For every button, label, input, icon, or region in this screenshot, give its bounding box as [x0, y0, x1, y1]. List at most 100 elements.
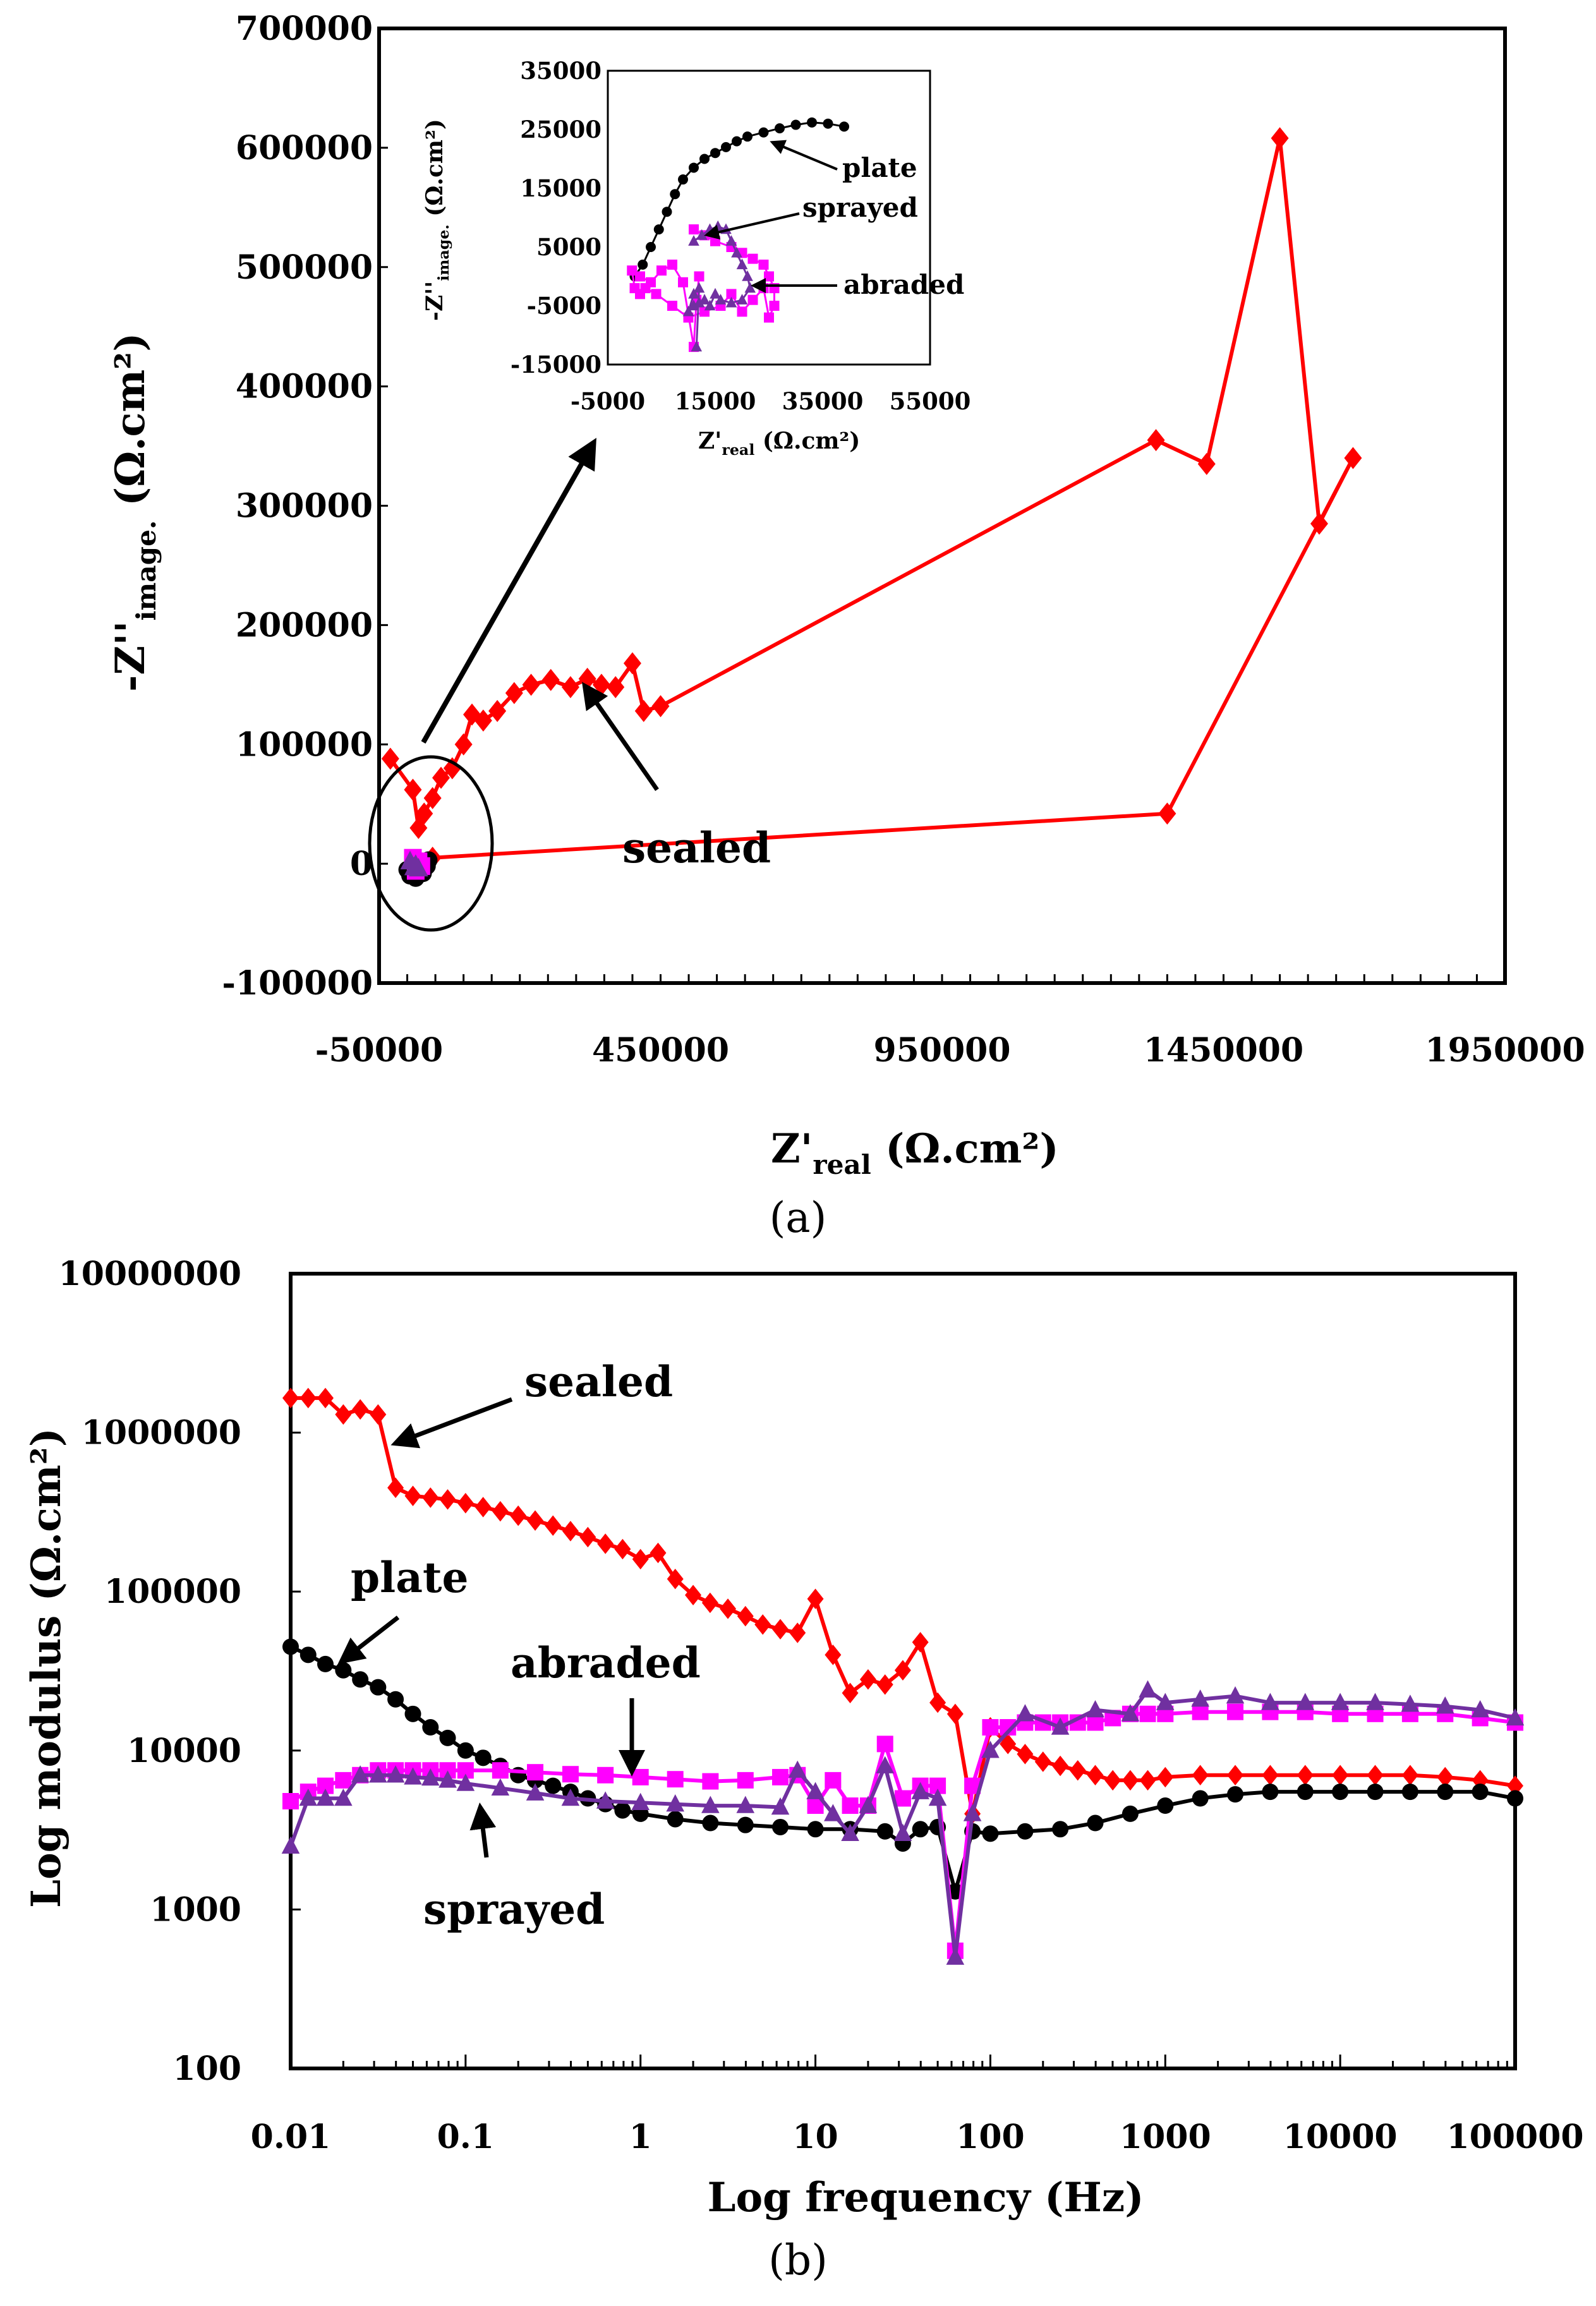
data-point-plate: [1472, 1784, 1489, 1801]
data-point-sealed: [282, 1387, 299, 1409]
data-point-sealed: [825, 1645, 842, 1665]
data-point-abraded: [1086, 1699, 1104, 1718]
panel-label-a: (a): [770, 1193, 827, 1242]
data-point-sealed: [404, 1485, 421, 1506]
data-point-abraded: [1296, 1693, 1315, 1710]
data-point-sealed: [541, 668, 560, 691]
data-point-abraded: [824, 1804, 842, 1821]
y-tick-label: 100000: [104, 1573, 241, 1611]
data-point-abraded: [1401, 1694, 1420, 1712]
data-point-sealed: [422, 1487, 439, 1508]
data-point-plate: [790, 119, 801, 130]
data-point-plate: [653, 224, 664, 235]
data-point-abraded: [438, 1770, 457, 1788]
data-point-sealed: [1087, 1765, 1104, 1786]
data-point-abraded: [688, 235, 699, 246]
data-point-abraded: [421, 1768, 440, 1786]
data-point-abraded: [841, 1823, 859, 1842]
panel-b-tick-marks: [289, 1272, 1508, 2070]
x-tick-label: 950000: [873, 1031, 1010, 1070]
data-point-plate: [1437, 1784, 1454, 1801]
data-point-sprayed: [629, 283, 640, 294]
panel-a-plot-frame: [377, 27, 1507, 985]
data-point-abraded: [1016, 1704, 1034, 1722]
data-point-abraded: [456, 1773, 475, 1791]
data-point-sealed: [1197, 452, 1216, 475]
data-point-sealed: [432, 766, 450, 789]
data-point-abraded: [1051, 1717, 1070, 1735]
panel-label-b: (b): [768, 2236, 828, 2285]
y-tick-label: 100: [172, 2049, 241, 2088]
data-point-plate: [702, 1814, 719, 1832]
data-point-plate: [1052, 1821, 1069, 1838]
data-point-sprayed: [982, 1719, 999, 1736]
annotation-arrow-sealed-a: [581, 682, 659, 792]
data-point-sprayed: [769, 301, 780, 311]
data-point-sealed: [1271, 127, 1289, 150]
data-point-sealed: [415, 802, 433, 825]
data-point-abraded: [386, 1765, 405, 1783]
data-point-sealed: [912, 1632, 929, 1653]
y-tick-label: 700000: [236, 9, 373, 48]
data-point-abraded: [736, 258, 748, 270]
inset-x-tick-label: -5000: [571, 387, 645, 415]
data-point-sealed: [439, 1489, 456, 1510]
data-point-abraded: [736, 294, 748, 305]
panel-b-y-axis-title: Log modulus (Ω.cm²): [23, 1428, 70, 1908]
data-point-sealed: [1297, 1765, 1314, 1786]
data-point-sealed: [1401, 1765, 1418, 1786]
data-point-sprayed: [492, 1762, 509, 1779]
x-tick-label: 10: [792, 2118, 838, 2156]
data-point-sealed: [685, 1585, 702, 1606]
data-point-abraded: [491, 1778, 510, 1796]
data-point-plate: [638, 259, 648, 270]
data-point-plate: [352, 1671, 369, 1688]
data-point-plate: [732, 136, 742, 147]
data-point-plate: [876, 1823, 893, 1840]
data-point-sealed: [789, 1622, 806, 1643]
data-point-sealed: [387, 1477, 404, 1499]
data-point-sprayed: [710, 236, 720, 246]
data-point-plate: [807, 117, 817, 128]
data-point-sealed: [632, 1548, 649, 1570]
data-point-sprayed: [747, 253, 758, 264]
data-point-abraded: [404, 1767, 422, 1785]
data-point-sprayed: [335, 1772, 352, 1789]
data-point-sprayed: [726, 289, 737, 299]
data-point-sealed: [754, 1614, 771, 1635]
data-point-abraded: [788, 1760, 807, 1778]
data-point-abraded: [1436, 1696, 1454, 1714]
data-point-plate: [1121, 1805, 1139, 1822]
data-point-abraded: [596, 1791, 615, 1809]
data-point-sealed: [562, 1521, 579, 1542]
data-point-sealed: [1121, 1770, 1139, 1791]
data-point-plate: [1297, 1784, 1314, 1801]
annotation-plate: plate: [351, 1553, 468, 1602]
data-point-abraded: [1156, 1693, 1175, 1710]
y-tick-label: 500000: [236, 248, 373, 287]
data-point-sprayed: [635, 271, 645, 282]
data-point-plate: [982, 1825, 999, 1842]
data-point-sealed: [1157, 1766, 1174, 1788]
data-point-sealed: [1437, 1766, 1454, 1788]
data-point-sealed: [488, 699, 507, 722]
data-point-sealed: [510, 1505, 527, 1526]
data-point-abraded: [731, 246, 742, 258]
data-point-sprayed: [1139, 1705, 1156, 1722]
panel-b-bode-modulus: 0.01 0.1 1 10 100 1000 10000 100000 100 1000 10000…: [23, 1255, 1584, 2285]
data-point-plate: [758, 127, 769, 138]
data-point-plate: [689, 162, 699, 173]
data-point-plate: [912, 1821, 929, 1838]
data-point-plate: [1192, 1790, 1209, 1807]
data-point-plate: [614, 1802, 631, 1819]
data-point-sealed: [929, 1692, 946, 1713]
data-point-plate: [1157, 1797, 1174, 1814]
inset-y-tick-label: 25000: [520, 116, 602, 143]
x-tick-label: -50000: [315, 1031, 444, 1070]
data-point-sealed: [597, 1533, 614, 1554]
data-point-sealed: [505, 682, 523, 704]
data-point-sealed: [737, 1605, 754, 1627]
inset-nyquist-zoom: -5000 15000 35000 55000 -15000 -5000 5000 15000…: [421, 57, 970, 459]
x-tick-label: 100000: [1446, 2118, 1583, 2156]
